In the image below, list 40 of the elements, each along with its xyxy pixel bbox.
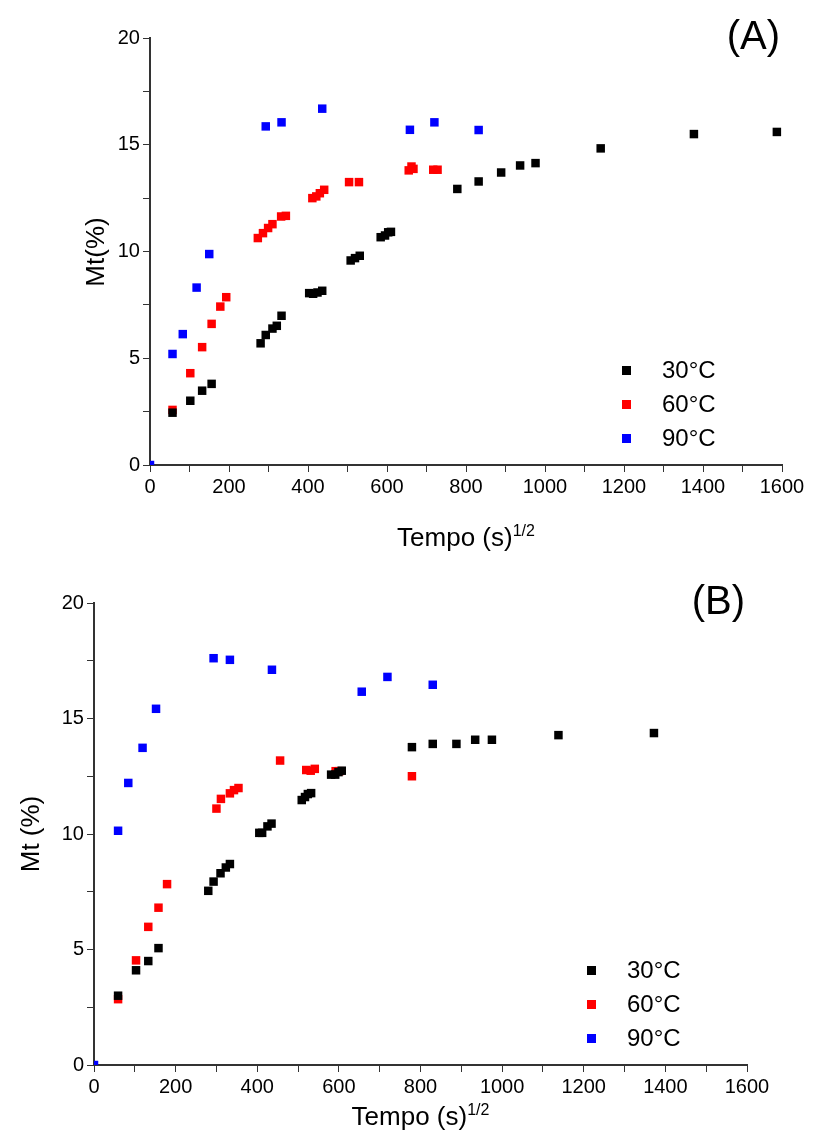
x-tick-label: 1600 [759,474,805,497]
x-tick-label: 1200 [561,1074,606,1097]
x-tick-label: 400 [291,474,325,497]
x-tick-label: 0 [88,1074,100,1097]
y-tick-label: 10 [61,821,84,844]
x-tick-label: 800 [403,1074,438,1097]
legend-label: 90°C [662,423,716,451]
x-tick-label: 600 [322,1074,356,1097]
x-tick-label: 0 [144,474,156,497]
legend-label: 60°C [627,989,681,1017]
x-tick-label: 1600 [724,1074,770,1097]
y-tick-label: 15 [61,706,84,729]
x-tick-label: 1000 [479,1074,525,1097]
y-axis-title: Mt(%) [79,216,111,287]
y-tick-label: 0 [128,452,140,475]
y-tick-label: 15 [117,132,140,155]
legend-label: 60°C [662,389,716,417]
x-tick-label: 1400 [643,1074,688,1097]
x-tick-label: 200 [158,1074,193,1097]
x-tick-label: 1400 [680,474,726,497]
y-tick-label: 20 [117,25,140,48]
y-tick-label: 20 [61,590,84,613]
x-tick-label: 200 [212,474,246,497]
x-tick-label: 800 [449,474,483,497]
x-tick-label: 400 [240,1074,274,1097]
x-tick-label: 1000 [522,474,568,497]
x-tick-label: 600 [370,474,404,497]
legend-label: 30°C [662,355,716,383]
y-tick-label: 0 [72,1052,84,1075]
annotation: (B) [691,578,745,623]
y-tick-label: 5 [72,937,84,960]
legend-label: 90°C [627,1023,681,1051]
x-axis-title: Tempo (s)$^{1/2}$ [397,522,535,553]
x-tick-label: 1200 [601,474,647,497]
y-tick-label: 10 [117,239,140,262]
y-axis-title: Mt (%) [14,795,46,873]
annotation: (A) [726,13,780,58]
x-axis-title: Tempo (s)$^{1/2}$ [351,1101,490,1132]
legend-label: 30°C [627,955,681,983]
y-tick-label: 5 [128,345,140,368]
